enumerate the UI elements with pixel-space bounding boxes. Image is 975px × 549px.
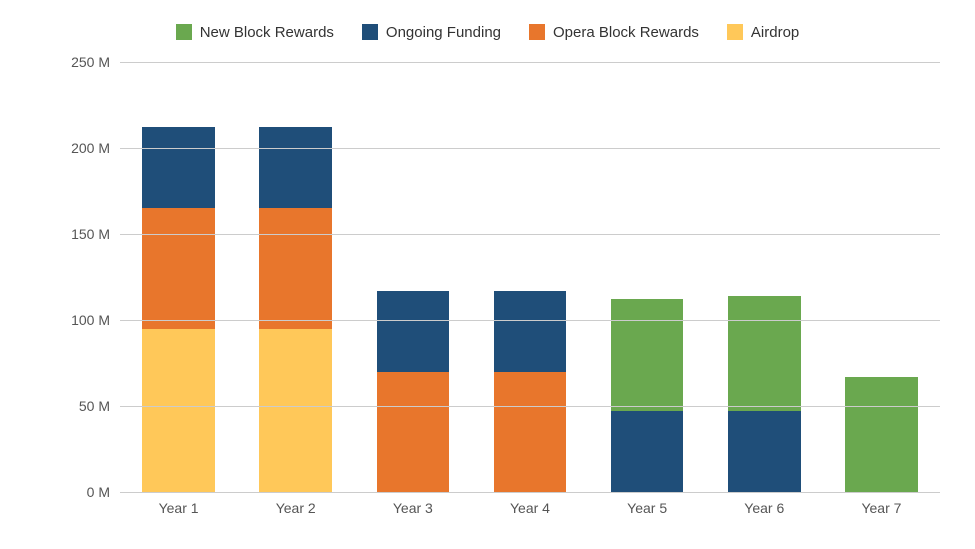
bar-segment-airdrop: [142, 329, 215, 492]
bar-segment-ongoing-funding: [259, 127, 332, 208]
grid-line: [120, 492, 940, 493]
legend: New Block Rewards Ongoing Funding Opera Bl…: [0, 0, 975, 48]
grid-line: [120, 320, 940, 321]
x-axis-label: Year 2: [276, 500, 316, 516]
plot-area: Year 1Year 2Year 3Year 4Year 5Year 6Year…: [120, 62, 940, 492]
bar-segment-airdrop: [259, 329, 332, 492]
legend-label: Ongoing Funding: [386, 24, 501, 41]
bar-segment-new-block-rewards: [845, 377, 918, 492]
legend-item-opera-block-rewards: Opera Block Rewards: [529, 24, 699, 41]
bar-segment-ongoing-funding: [611, 411, 684, 492]
bar-segment-new-block-rewards: [611, 299, 684, 411]
legend-item-airdrop: Airdrop: [727, 24, 799, 41]
legend-item-ongoing-funding: Ongoing Funding: [362, 24, 501, 41]
bar-segment-ongoing-funding: [142, 127, 215, 208]
bar-segment-ongoing-funding: [377, 291, 450, 372]
bar-segment-ongoing-funding: [728, 411, 801, 492]
grid-line: [120, 406, 940, 407]
bar-segment-new-block-rewards: [728, 296, 801, 411]
grid-line: [120, 234, 940, 235]
bar-segment-opera-block-rewards: [142, 208, 215, 328]
legend-label: Opera Block Rewards: [553, 24, 699, 41]
x-axis-label: Year 3: [393, 500, 433, 516]
stacked-bar-chart: New Block Rewards Ongoing Funding Opera Bl…: [0, 0, 975, 549]
bars-layer: Year 1Year 2Year 3Year 4Year 5Year 6Year…: [120, 62, 940, 492]
x-axis-label: Year 5: [627, 500, 667, 516]
y-axis-label: 250 M: [71, 54, 110, 70]
grid-line: [120, 62, 940, 63]
legend-swatch: [529, 24, 545, 40]
bar-segment-opera-block-rewards: [259, 208, 332, 328]
bar-segment-opera-block-rewards: [377, 372, 450, 492]
bar-segment-ongoing-funding: [494, 291, 567, 372]
x-axis-label: Year 1: [159, 500, 199, 516]
y-axis-label: 200 M: [71, 140, 110, 156]
legend-swatch: [176, 24, 192, 40]
y-axis-label: 0 M: [87, 484, 110, 500]
x-axis-label: Year 6: [744, 500, 784, 516]
x-axis-label: Year 4: [510, 500, 550, 516]
grid-line: [120, 148, 940, 149]
legend-swatch: [727, 24, 743, 40]
y-axis-label: 150 M: [71, 226, 110, 242]
legend-item-new-block-rewards: New Block Rewards: [176, 24, 334, 41]
legend-swatch: [362, 24, 378, 40]
y-axis-label: 100 M: [71, 312, 110, 328]
bar-segment-opera-block-rewards: [494, 372, 567, 492]
legend-label: Airdrop: [751, 24, 799, 41]
x-axis-label: Year 7: [861, 500, 901, 516]
y-axis-label: 50 M: [79, 398, 110, 414]
legend-label: New Block Rewards: [200, 24, 334, 41]
